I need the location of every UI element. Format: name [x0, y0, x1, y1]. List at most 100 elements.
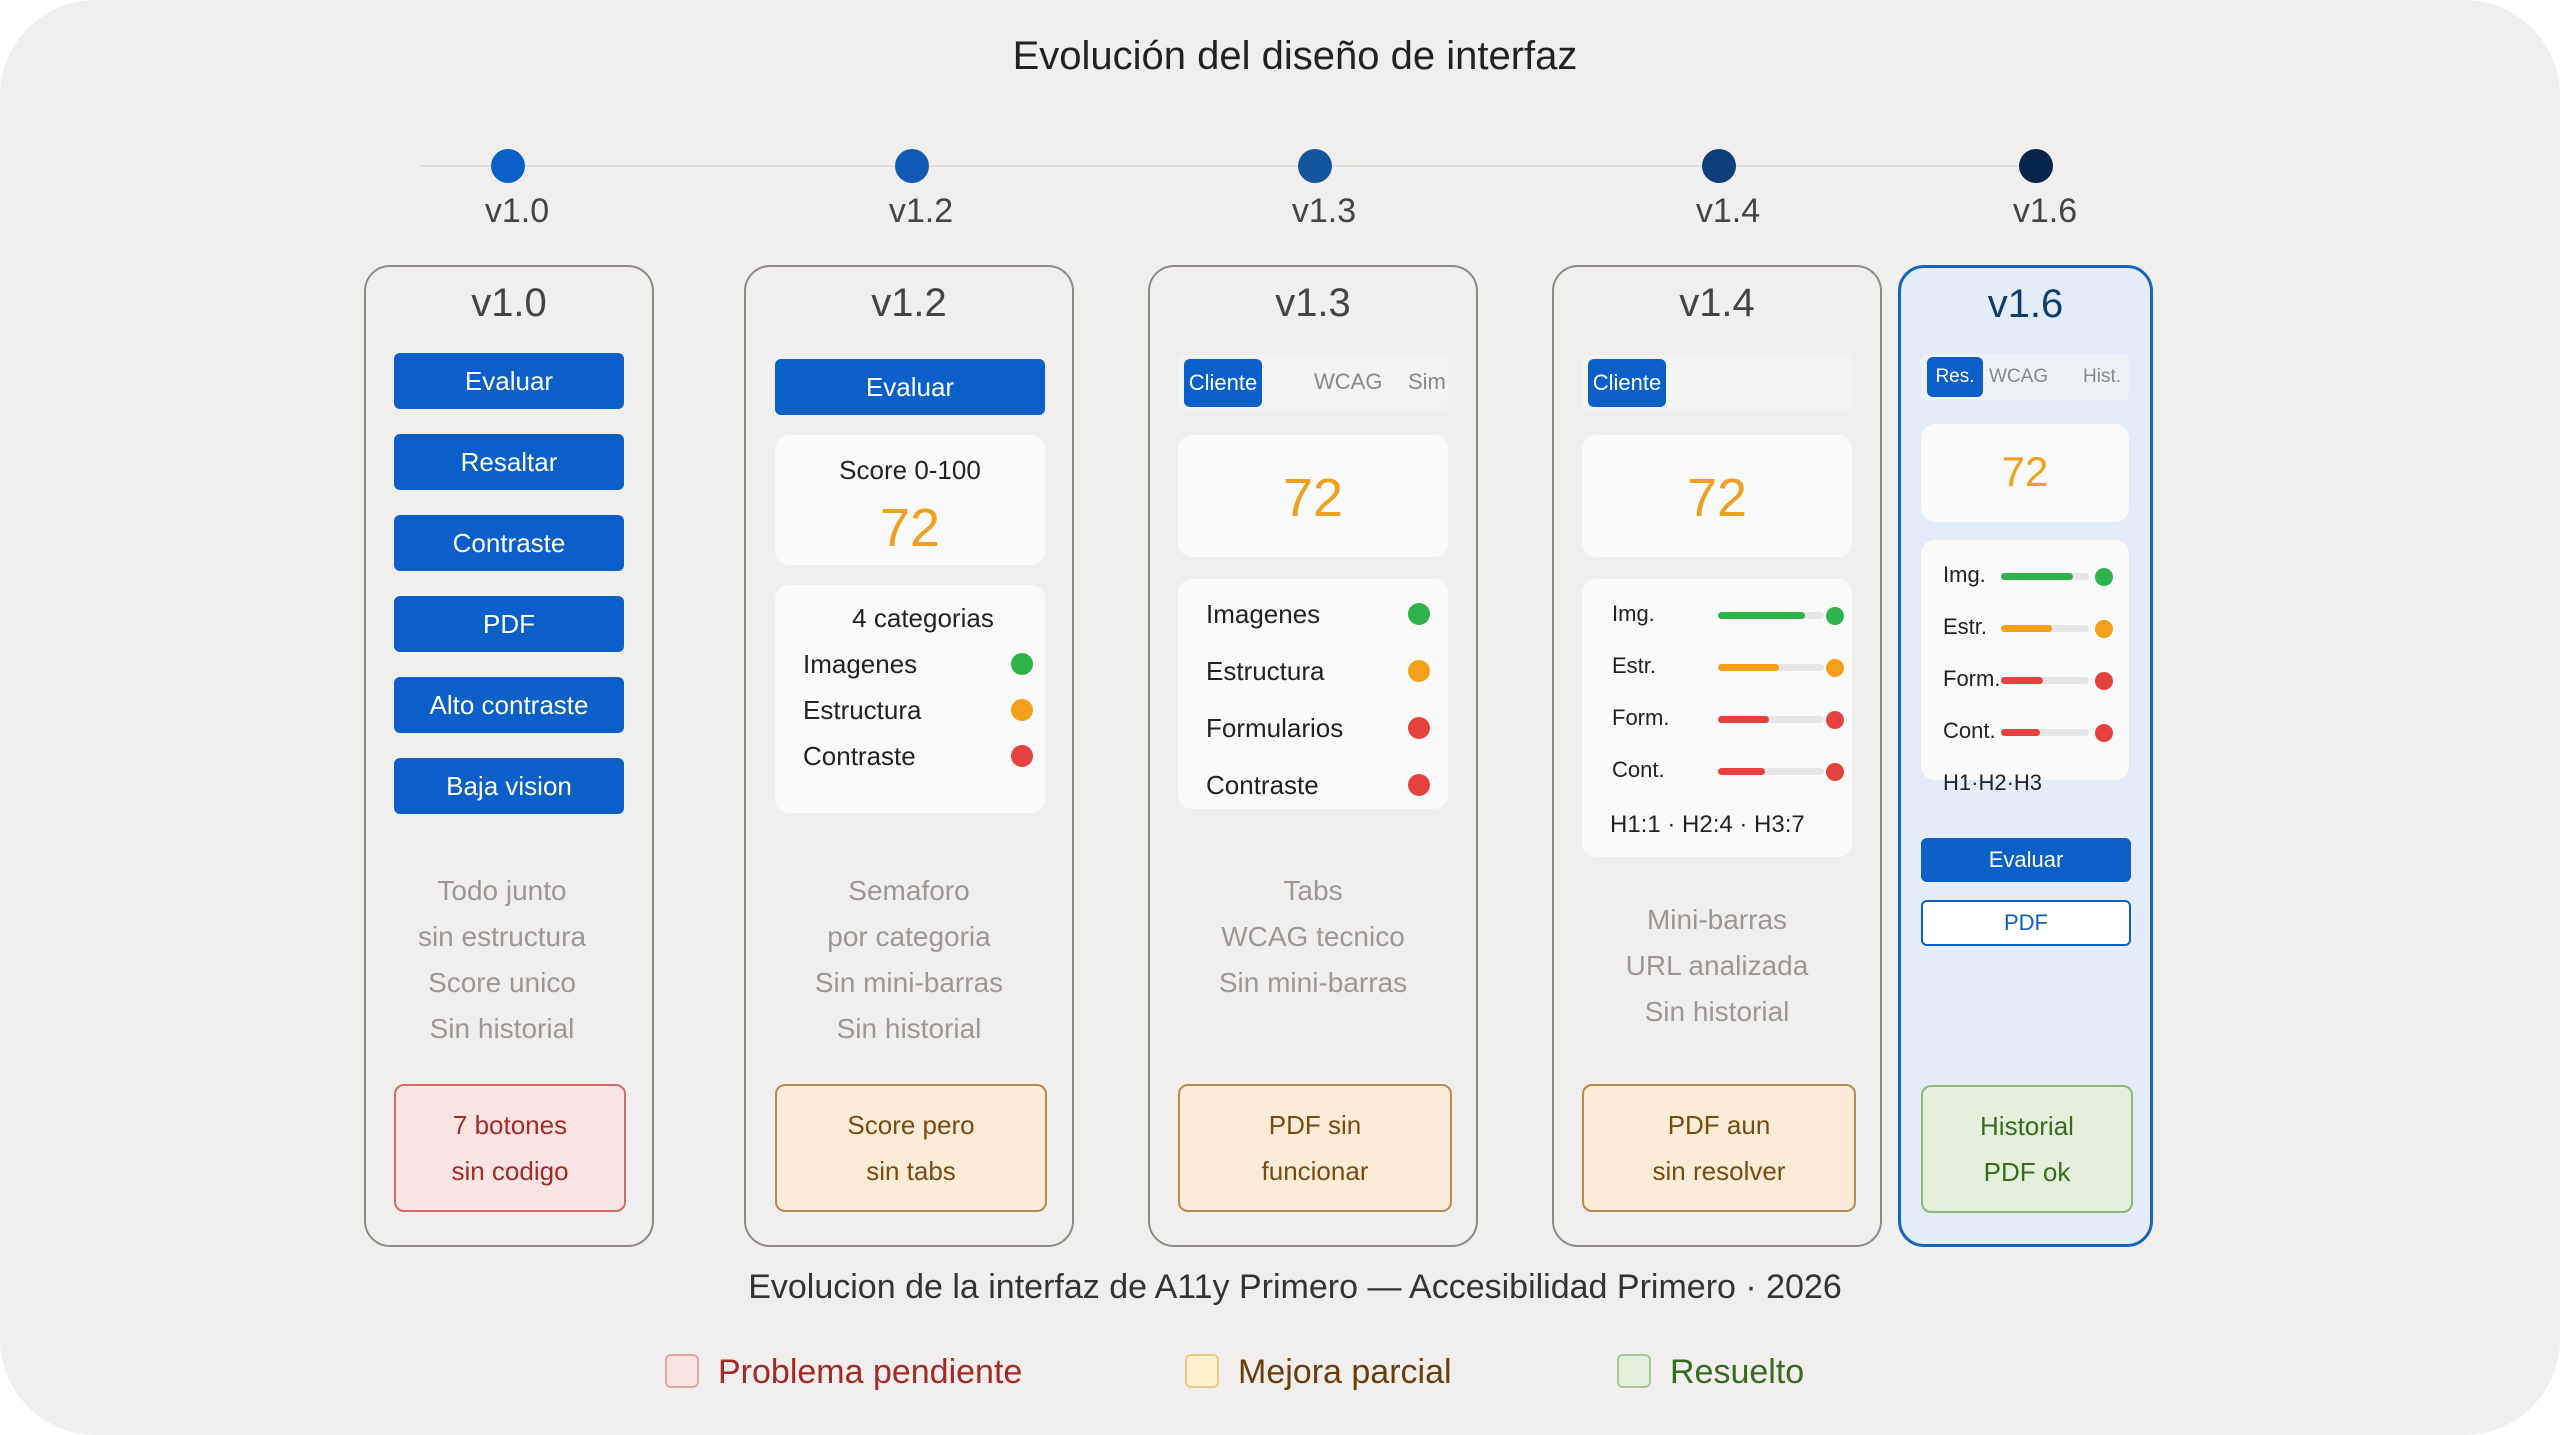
card-title: v1.3	[1275, 281, 1351, 325]
status-line: PDF aun	[1667, 1110, 1771, 1140]
timeline-label-v1-6: v1.6	[2012, 192, 2078, 230]
note-line: Mini-barras	[1646, 904, 1788, 935]
categories-panel: 4 categorias Imagenes Estructura Contras…	[775, 585, 1045, 813]
status-box-resuelto: Historial PDF ok	[1921, 1085, 2133, 1213]
bar-label: Cont.	[1612, 757, 1665, 782]
card-title: v1.0	[471, 281, 547, 325]
diagram-caption: Evolucion de la interfaz de A11y Primero…	[748, 1268, 1842, 1306]
status-line: Historial	[1980, 1111, 2074, 1141]
status-dot-amber	[1011, 699, 1033, 721]
mini-bar-fill	[1718, 768, 1765, 775]
note-line: por categoria	[827, 921, 991, 952]
note-line: URL analizada	[1625, 950, 1809, 981]
card-notes: Todo junto sin estructura Score unico Si…	[352, 868, 652, 1052]
status-line: funcionar	[1261, 1156, 1369, 1186]
tab-cliente[interactable]: Cliente	[1588, 359, 1666, 407]
score-value: 72	[2001, 448, 2049, 495]
bar-label: Img.	[1612, 601, 1655, 626]
evaluar-button[interactable]: Evaluar	[775, 359, 1045, 415]
status-dot-green	[1011, 653, 1033, 675]
mini-bar-fill	[2001, 573, 2074, 580]
evaluar-button[interactable]: Evaluar	[394, 353, 624, 409]
pdf-button[interactable]: PDF	[1921, 900, 2131, 946]
note-line: Sin mini-barras	[1218, 967, 1408, 998]
bar-label: Img.	[1943, 562, 1986, 587]
mini-bar-track	[2001, 729, 2089, 736]
card-notes: Semaforo por categoria Sin mini-barras S…	[746, 868, 1072, 1052]
score-label: Score 0-100	[839, 455, 981, 485]
card-v1-6: v1.6 Res. WCAG Hist. 72 Img. Estr. Form.…	[1898, 265, 2153, 1247]
categories-panel: Imagenes Estructura Formularios Contrast…	[1178, 579, 1448, 809]
mini-bar-fill	[1718, 612, 1805, 619]
contraste-button[interactable]: Contraste	[394, 515, 624, 571]
mini-bar-track	[1718, 664, 1824, 671]
note-line: sin estructura	[417, 921, 587, 952]
status-line: Score pero	[847, 1110, 975, 1140]
tab-wcag[interactable]: WCAG	[1989, 366, 2049, 387]
headings-summary: H1·H2·H3	[1943, 770, 2043, 795]
legend-swatch-parcial	[1185, 1354, 1219, 1388]
category-label: Estructura	[803, 695, 922, 725]
mini-bar-fill	[2001, 625, 2053, 632]
card-v1-2: v1.2 Evaluar Score 0-100 72 4 categorias…	[744, 265, 1074, 1247]
pdf-button[interactable]: PDF	[394, 596, 624, 652]
timeline-dot-v1-2	[895, 149, 929, 183]
bar-label: Estr.	[1943, 614, 1988, 639]
tab-wcag[interactable]: WCAG	[1314, 369, 1383, 394]
status-line: sin tabs	[866, 1156, 956, 1186]
resaltar-button[interactable]: Resaltar	[394, 434, 624, 490]
status-dot-amber	[1826, 659, 1844, 677]
tab-bar: Cliente WCAG Sim	[1178, 355, 1448, 411]
note-line: Semaforo	[848, 875, 970, 906]
note-line: Sin historial	[1644, 996, 1790, 1027]
bar-label: Estr.	[1612, 653, 1657, 678]
category-label: Contraste	[1206, 770, 1319, 800]
legend-label-problema: Problema pendiente	[718, 1353, 1023, 1391]
score-panel: Score 0-100 72	[775, 435, 1045, 565]
status-dot-red	[2095, 724, 2113, 742]
status-box-problema: 7 botones sin codigo	[394, 1084, 626, 1212]
card-notes: Mini-barras URL analizada Sin historial	[1554, 897, 1880, 1035]
timeline-label-v1-4: v1.4	[1695, 192, 1761, 230]
note-line: Tabs	[1283, 875, 1343, 906]
baja-vision-button[interactable]: Baja vision	[394, 758, 624, 814]
status-line: sin codigo	[451, 1156, 569, 1186]
mini-bar-track	[2001, 625, 2089, 632]
note-line: WCAG tecnico	[1221, 921, 1405, 952]
category-label: Imagenes	[1206, 599, 1321, 629]
mini-bars-panel: Img. Estr. Form. Cont. H1·H2·H3	[1921, 540, 2129, 795]
timeline-label-v1-2: v1.2	[888, 192, 954, 230]
status-dot-red	[1826, 763, 1844, 781]
legend-swatch-resuelto	[1617, 1354, 1651, 1388]
note-line: Score unico	[428, 967, 576, 998]
timeline-line	[420, 165, 2040, 167]
status-dot-amber	[2095, 620, 2113, 638]
tab-resumen[interactable]: Res.	[1927, 357, 1983, 397]
categories-title: 4 categorias	[852, 603, 994, 633]
legend-swatch-problema	[665, 1354, 699, 1388]
mini-bar-track	[1718, 612, 1824, 619]
status-dot-red	[1408, 774, 1430, 796]
timeline-dot-v1-0	[491, 149, 525, 183]
card-v1-3: v1.3 Cliente WCAG Sim 72 Imagenes Estruc…	[1148, 265, 1478, 1247]
card-notes: Tabs WCAG tecnico Sin mini-barras	[1150, 868, 1476, 1006]
status-dot-green	[2095, 568, 2113, 586]
timeline-label-v1-3: v1.3	[1291, 192, 1357, 230]
score-panel: 72	[1582, 435, 1852, 557]
evaluar-button[interactable]: Evaluar	[1921, 838, 2131, 882]
tab-cliente[interactable]: Cliente	[1184, 359, 1262, 407]
tab-historial[interactable]: Hist.	[2083, 366, 2121, 387]
score-value: 72	[1282, 468, 1344, 528]
alto-contraste-button[interactable]: Alto contraste	[394, 677, 624, 733]
status-dot-red	[1408, 717, 1430, 739]
mini-bars-panel: Img. Estr. Form. Cont. H1:1 · H2:4 · H3:…	[1582, 579, 1852, 857]
status-dot-red	[2095, 672, 2113, 690]
legend-label-parcial: Mejora parcial	[1238, 1353, 1452, 1391]
mini-bar-track	[1718, 716, 1824, 723]
tab-sim[interactable]: Sim	[1408, 369, 1446, 394]
tab-bar: Cliente	[1582, 355, 1852, 411]
mini-bar-fill	[2001, 677, 2044, 684]
status-box-parcial: PDF sin funcionar	[1178, 1084, 1452, 1212]
status-line: PDF ok	[1983, 1157, 2071, 1187]
